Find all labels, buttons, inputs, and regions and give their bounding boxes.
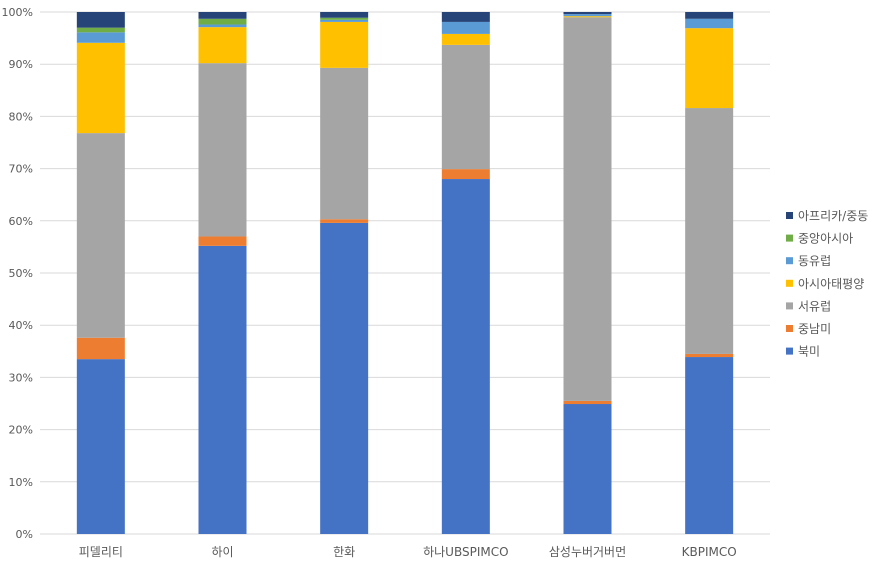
bar-segment-중앙아시아 [76, 27, 125, 33]
bar-segment-중남미 [441, 169, 490, 180]
bar-segment-서유럽 [76, 133, 125, 338]
legend-label: 중앙아시아 [798, 232, 853, 246]
x-tick-label: 하이 [211, 545, 233, 559]
bar-segment-북미 [320, 222, 369, 534]
bar-segment-동유럽 [198, 24, 247, 28]
bar-segment-북미 [76, 359, 125, 534]
legend-label: 중남미 [798, 322, 831, 336]
y-tick-label: 10% [9, 476, 33, 489]
bar-segment-북미 [441, 179, 490, 535]
bar-segment-아프리카/중동 [441, 12, 490, 22]
x-tick-label: 한화 [333, 545, 355, 559]
bar-segment-중남미 [685, 353, 734, 358]
bar-segment-아시아태평양 [320, 21, 369, 68]
y-tick-label: 80% [9, 110, 33, 123]
bar-segment-서유럽 [441, 44, 490, 170]
legend-swatch [786, 212, 793, 219]
bar-segment-서유럽 [563, 17, 612, 401]
y-tick-label: 90% [9, 58, 33, 71]
bar-segment-아시아태평양 [76, 42, 125, 134]
bar-segment-아시아태평양 [563, 16, 612, 18]
bar-segment-동유럽 [320, 19, 369, 22]
bar-segment-중남미 [76, 337, 125, 360]
legend-label: 아시아태평양 [798, 277, 864, 291]
bar-segment-아프리카/중동 [563, 12, 612, 15]
bar-segment-북미 [685, 357, 734, 534]
bar-segment-서유럽 [320, 67, 369, 220]
bar-segment-동유럽 [441, 21, 490, 34]
bar-segment-아프리카/중동 [198, 12, 247, 19]
x-tick-label: 피델리티 [79, 545, 123, 559]
bar-segment-동유럽 [76, 32, 125, 43]
legend-label: 북미 [798, 345, 820, 359]
y-tick-label: 50% [9, 267, 33, 280]
bar-segment-아프리카/중동 [685, 12, 734, 19]
legend-swatch [786, 257, 793, 265]
bar-segment-중앙아시아 [198, 18, 247, 25]
legend-swatch [786, 325, 793, 332]
x-tick-label: KBPIMCO [682, 545, 737, 559]
bar-segment-중남미 [563, 400, 612, 405]
y-tick-label: 30% [9, 371, 33, 384]
y-tick-label: 40% [9, 319, 33, 332]
bar-segment-아프리카/중동 [320, 12, 369, 18]
legend-label: 서유럽 [798, 299, 831, 313]
bar-segment-동유럽 [563, 14, 612, 17]
legend-swatch [786, 234, 793, 242]
bar-segment-북미 [198, 245, 247, 534]
legend-swatch [786, 302, 793, 310]
legend-label: 아프리카/중동 [798, 209, 868, 223]
y-tick-label: 70% [9, 163, 33, 176]
bar-segment-아시아태평양 [685, 28, 734, 109]
legend-swatch [786, 279, 793, 287]
x-tick-label: 하나UBSPIMCO [423, 545, 508, 559]
bar-segment-아시아태평양 [441, 33, 490, 45]
bar-segment-북미 [563, 404, 612, 534]
bar-segment-중남미 [198, 236, 247, 246]
bar-segment-서유럽 [685, 108, 734, 354]
legend-swatch [786, 347, 793, 355]
bar-segment-서유럽 [198, 63, 247, 237]
x-tick-label: 삼성누버거버먼 [549, 545, 626, 559]
bar-segment-아프리카/중동 [76, 12, 125, 28]
y-tick-label: 60% [9, 215, 33, 228]
bar-segment-중남미 [320, 219, 369, 223]
y-tick-label: 0% [16, 528, 33, 541]
bar-segment-중앙아시아 [320, 17, 369, 20]
bar-segment-아시아태평양 [198, 27, 247, 64]
bar-segment-동유럽 [685, 18, 734, 29]
y-tick-label: 100% [2, 6, 33, 19]
y-tick-label: 20% [9, 424, 33, 437]
legend-label: 동유럽 [798, 254, 831, 268]
